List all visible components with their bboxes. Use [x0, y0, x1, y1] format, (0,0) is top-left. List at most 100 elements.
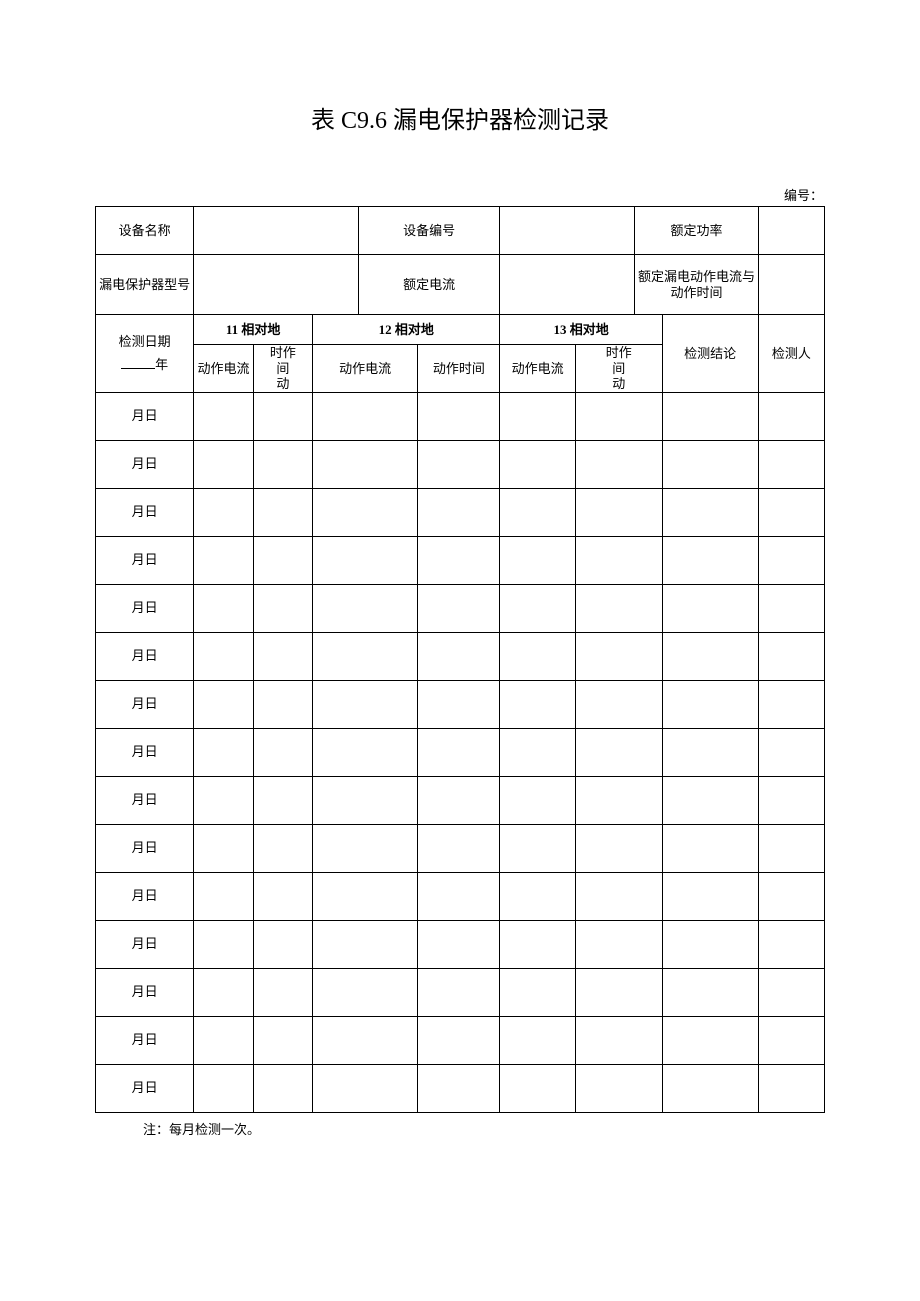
table-row: 月日	[96, 920, 825, 968]
cell-value	[500, 920, 575, 968]
cell-value	[253, 584, 312, 632]
cell-value	[253, 728, 312, 776]
cell-rated-leak-value	[758, 255, 824, 315]
cell-value	[758, 680, 824, 728]
cell-date: 月日	[96, 584, 194, 632]
cell-value	[194, 680, 253, 728]
cell-value	[500, 440, 575, 488]
cell-value	[662, 440, 758, 488]
cell-value	[575, 1064, 662, 1112]
cell-device-name-label: 设备名称	[96, 207, 194, 255]
cell-date: 月日	[96, 1016, 194, 1064]
cell-value	[253, 488, 312, 536]
cell-phase13: 13 相对地	[500, 315, 662, 345]
cell-date-header: 检测日期 年	[96, 315, 194, 393]
cell-value	[253, 1064, 312, 1112]
cell-value	[313, 728, 418, 776]
cell-rated-current-label: 额定电流	[358, 255, 500, 315]
cell-date: 月日	[96, 680, 194, 728]
cell-value	[313, 872, 418, 920]
table-row: 月日	[96, 440, 825, 488]
cell-value	[313, 488, 418, 536]
cell-value	[418, 776, 500, 824]
table-row: 月日	[96, 776, 825, 824]
cell-value	[575, 1016, 662, 1064]
cell-value	[500, 968, 575, 1016]
cell-value	[758, 632, 824, 680]
cell-value	[758, 872, 824, 920]
cell-value	[253, 920, 312, 968]
year-suffix: 年	[155, 357, 168, 372]
table-row: 月日	[96, 536, 825, 584]
cell-value	[194, 1016, 253, 1064]
cell-value	[418, 872, 500, 920]
table-row: 月日	[96, 824, 825, 872]
cell-value	[313, 1016, 418, 1064]
cell-value	[194, 488, 253, 536]
cell-value	[418, 968, 500, 1016]
cell-value	[313, 680, 418, 728]
cell-value	[575, 584, 662, 632]
cell-optime-13: 时作 间 动	[575, 345, 662, 393]
cell-date: 月日	[96, 392, 194, 440]
cell-value	[662, 488, 758, 536]
cell-value	[575, 392, 662, 440]
cell-value	[418, 488, 500, 536]
table-row: 月日	[96, 1016, 825, 1064]
cell-value	[194, 728, 253, 776]
cell-value	[194, 440, 253, 488]
cell-value	[313, 632, 418, 680]
cell-value	[758, 584, 824, 632]
cell-value	[500, 488, 575, 536]
cell-value	[500, 680, 575, 728]
cell-protector-model-value	[194, 255, 359, 315]
table-row: 月日	[96, 680, 825, 728]
cell-value	[662, 776, 758, 824]
cell-value	[575, 920, 662, 968]
cell-value	[194, 632, 253, 680]
cell-value	[758, 440, 824, 488]
cell-value	[253, 392, 312, 440]
cell-value	[662, 1016, 758, 1064]
cell-value	[662, 968, 758, 1016]
cell-phase11: 11 相对地	[194, 315, 313, 345]
cell-value	[575, 632, 662, 680]
cell-value	[575, 440, 662, 488]
cell-protector-model-label: 漏电保护器型号	[96, 255, 194, 315]
cell-value	[758, 776, 824, 824]
cell-value	[662, 824, 758, 872]
cell-date: 月日	[96, 632, 194, 680]
cell-value	[313, 776, 418, 824]
table-row: 月日	[96, 392, 825, 440]
cell-date: 月日	[96, 872, 194, 920]
cell-device-no-label: 设备编号	[358, 207, 500, 255]
cell-value	[194, 776, 253, 824]
cell-value	[313, 440, 418, 488]
cell-value	[758, 1064, 824, 1112]
cell-value	[253, 680, 312, 728]
cell-rated-power-value	[758, 207, 824, 255]
cell-value	[662, 728, 758, 776]
cell-value	[418, 392, 500, 440]
cell-phase12: 12 相对地	[313, 315, 500, 345]
cell-conclusion-header: 检测结论	[662, 315, 758, 393]
cell-value	[253, 968, 312, 1016]
cell-date: 月日	[96, 488, 194, 536]
cell-value	[758, 920, 824, 968]
cell-value	[253, 872, 312, 920]
cell-value	[575, 872, 662, 920]
cell-value	[575, 824, 662, 872]
cell-value	[662, 584, 758, 632]
table-row: 设备名称 设备编号 额定功率	[96, 207, 825, 255]
page-title: 表 C9.6 漏电保护器检测记录	[95, 100, 825, 135]
cell-value	[575, 536, 662, 584]
cell-value	[758, 824, 824, 872]
cell-value	[758, 1016, 824, 1064]
cell-optime-11: 时作 间 动	[253, 345, 312, 393]
table-row: 检测日期 年 11 相对地 12 相对地 13 相对地 检测结论 检测人	[96, 315, 825, 345]
cell-value	[253, 632, 312, 680]
cell-value	[500, 536, 575, 584]
cell-value	[418, 440, 500, 488]
cell-value	[418, 632, 500, 680]
cell-value	[418, 824, 500, 872]
